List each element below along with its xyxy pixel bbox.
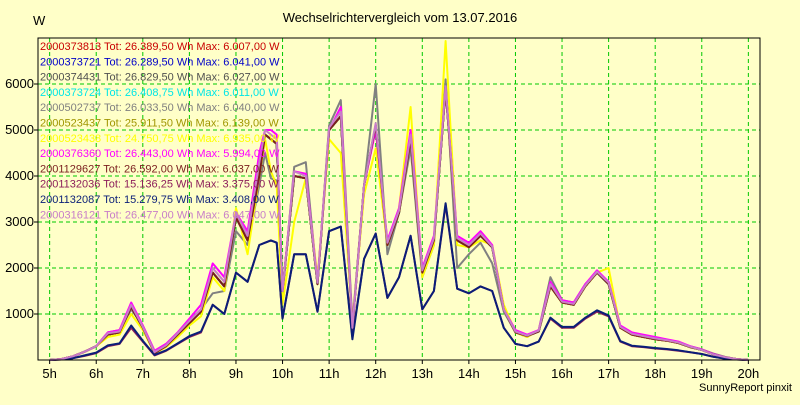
- x-tick-label: 20h: [738, 366, 760, 381]
- x-tick-label: 19h: [691, 366, 713, 381]
- x-tick-label: 16h: [551, 366, 573, 381]
- footer-label: SunnyReport pinxit: [699, 382, 792, 394]
- grid-lines: [38, 38, 760, 360]
- series-line-2001132087: [49, 202, 749, 361]
- x-tick-label: 14h: [458, 366, 480, 381]
- x-tick-label: 6h: [89, 366, 103, 381]
- x-tick-label: 13h: [411, 366, 433, 381]
- x-tick-label: 8h: [182, 366, 196, 381]
- legend-entry-2001132036: 2001132036 Tot: 15.136,25 Wh Max: 3.375,…: [40, 179, 279, 191]
- x-tick-label: 9h: [229, 366, 243, 381]
- axis-ticks: 5h 6h 7h 8h 9h 10h 11h 12h 13h 14h 15h 16h 17h 18h 19h…: [5, 76, 759, 381]
- x-tick-label: 12h: [365, 366, 387, 381]
- legend-entry-2000373724: 2000373724 Tot: 26.408,75 Wh Max: 6.011,…: [40, 87, 279, 99]
- plot-area-frame: [37, 37, 761, 361]
- legend-entry-2000502737: 2000502737 Tot: 26.033,50 Wh Max: 6.040,…: [40, 102, 280, 114]
- x-tick-label: 5h: [42, 366, 56, 381]
- y-axis-unit-label: W: [33, 13, 46, 28]
- chart-title: Wechselrichtervergleich vom 13.07.2016: [282, 10, 518, 25]
- x-tick-label: 17h: [598, 366, 620, 381]
- x-tick-label: 7h: [136, 366, 150, 381]
- series-line-2000316121: [49, 85, 749, 361]
- legend: 2000373813 Tot: 26.389,50 Wh Max: 6.007,…: [40, 41, 280, 221]
- legend-entry-2001132087: 2001132087 Tot: 15.279,75 Wh Max: 3.408,…: [40, 194, 279, 206]
- x-tick-label: 11h: [319, 366, 340, 381]
- legend-entry-2000316121: 2000316121 Tot: 26.477,00 Wh Max: 6.047,…: [40, 209, 280, 221]
- legend-entry-2000374431: 2000374431 Tot: 26.829,50 Wh Max: 6.027,…: [40, 72, 280, 84]
- series-lines: [49, 40, 749, 361]
- y-tick-label: 3000: [5, 214, 34, 229]
- y-tick-label: 6000: [5, 76, 34, 91]
- y-tick-label: 4000: [5, 168, 34, 183]
- y-tick-label: 5000: [5, 122, 34, 137]
- x-tick-label: 18h: [644, 366, 666, 381]
- x-tick-label: 15h: [505, 366, 527, 381]
- x-tick-label: 10h: [272, 366, 294, 381]
- legend-entry-2000373813: 2000373813 Tot: 26.389,50 Wh Max: 6.007,…: [40, 41, 280, 53]
- y-tick-label: 1000: [5, 306, 34, 321]
- legend-entry-2000523437: 2000523437 Tot: 25.911,50 Wh Max: 6.139,…: [40, 118, 279, 130]
- legend-entry-2001129627: 2001129627 Tot: 26.592,00 Wh Max: 6.037,…: [40, 163, 279, 175]
- legend-entry-2000376360: 2000376360 Tot: 26.443,00 Wh Max: 5.994,…: [40, 148, 280, 160]
- y-tick-label: 2000: [5, 260, 34, 275]
- legend-entry-2000373721: 2000373721 Tot: 26.289,50 Wh Max: 6.041,…: [40, 56, 280, 68]
- legend-entry-2000523438: 2000523438 Tot: 24.750,75 Wh Max: 6.935,…: [40, 133, 280, 145]
